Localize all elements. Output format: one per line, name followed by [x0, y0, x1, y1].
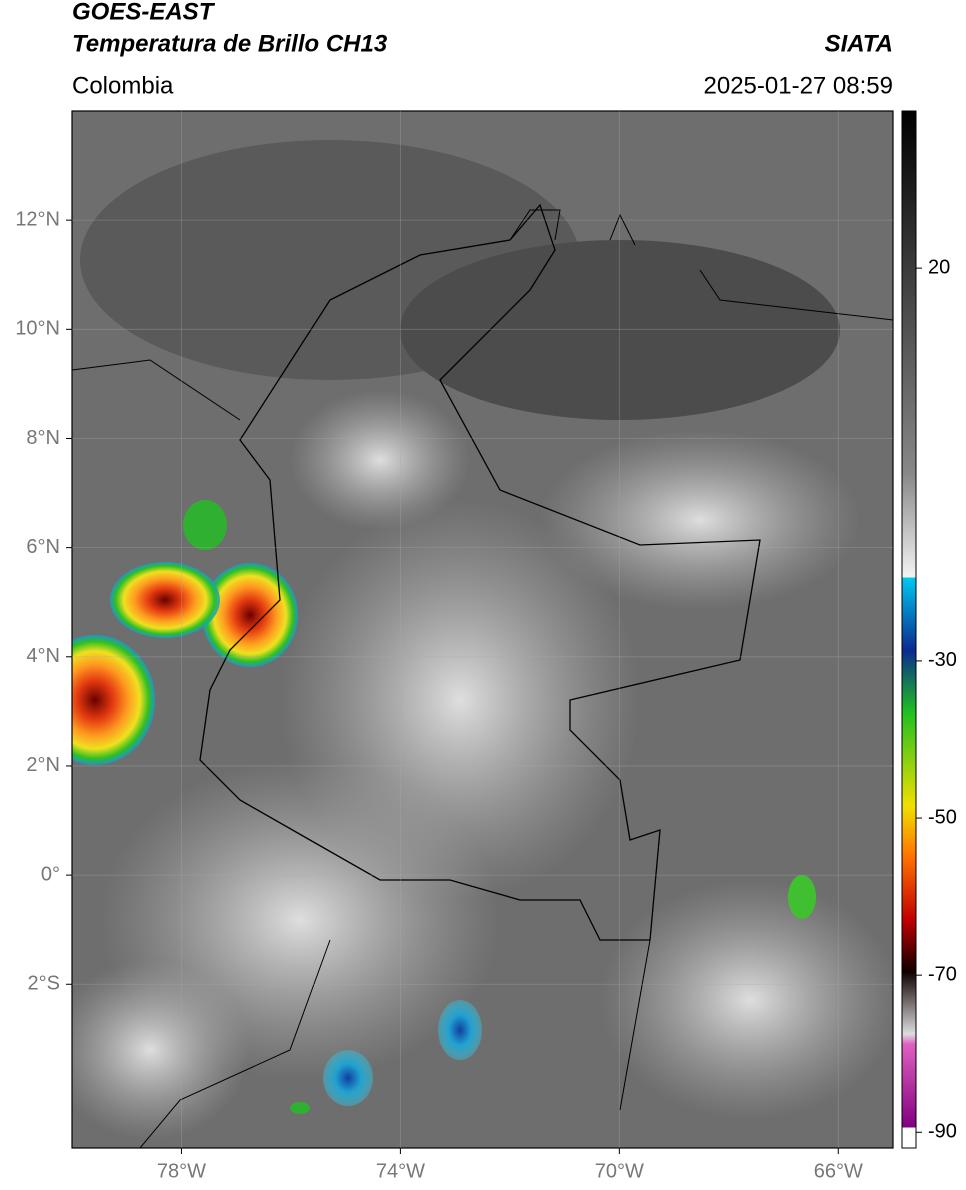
x-tick-label: 66°W: [814, 1160, 863, 1182]
y-tick-label: 8°N: [26, 427, 60, 449]
colorbar-tick-label: 20: [928, 256, 950, 278]
map-frame: [71, 110, 894, 1149]
coastline: [72, 209, 893, 1148]
colorbar-tick-label: -50: [928, 806, 957, 828]
colorbar: [901, 110, 917, 1149]
y-tick-label: 12°N: [15, 208, 60, 230]
colorbar-tick-label: -30: [928, 649, 957, 671]
x-tick-label: 74°W: [376, 1160, 425, 1182]
satellite: GOES-EAST: [72, 0, 216, 25]
x-tick-label: 78°W: [157, 1160, 206, 1182]
y-tick-label: 2°N: [26, 754, 60, 776]
y-tick-label: 4°N: [26, 645, 60, 667]
country-border: [199, 203, 761, 941]
datetime: 2025-01-27 08:59: [704, 72, 894, 99]
product: Temperatura de Brillo CH13: [72, 30, 388, 57]
region: Colombia: [72, 72, 174, 99]
y-tick-label: 6°N: [26, 536, 60, 558]
source: SIATA: [825, 30, 893, 57]
satellite-image: [72, 111, 893, 1148]
y-tick-label: 0°: [41, 863, 60, 885]
y-tick-label: 2°S: [28, 973, 60, 995]
colorbar-tick-label: -70: [928, 963, 957, 985]
x-tick-label: 70°W: [595, 1160, 644, 1182]
colorbar-tick-label: -90: [928, 1121, 957, 1143]
y-tick-label: 10°N: [15, 318, 60, 340]
